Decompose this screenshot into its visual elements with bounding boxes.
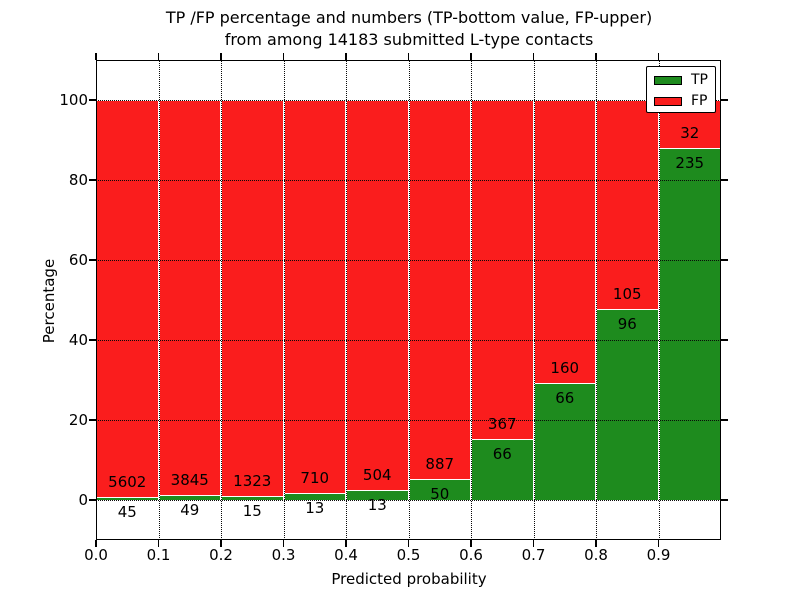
y-tick-left-60 <box>89 259 96 261</box>
x-tick-top-1 <box>157 53 160 60</box>
x-tick-label-0.0: 0.0 <box>84 546 108 564</box>
bar-label-tp-9: 235 <box>675 153 705 172</box>
bar-fp-2 <box>221 100 284 496</box>
legend-swatch-tp <box>654 76 682 85</box>
chart-title-line1: TP /FP percentage and numbers (TP-bottom… <box>165 8 653 27</box>
legend-label-tp: TP <box>691 72 708 88</box>
y-tick-label-0: 0 <box>78 491 88 509</box>
y-tick-right-40 <box>721 339 728 341</box>
bar-label-fp-6: 367 <box>487 415 517 434</box>
x-tick-label-0.1: 0.1 <box>146 546 171 564</box>
y-tick-right-0 <box>721 499 728 501</box>
x-tick-top-7 <box>532 53 535 60</box>
bar-label-tp-4: 13 <box>367 495 387 514</box>
bar-tp-7 <box>533 383 596 500</box>
x-tick-bottom-7 <box>532 540 535 547</box>
bar-label-fp-0: 5602 <box>108 472 147 491</box>
y-tick-left-0 <box>89 499 96 501</box>
x-axis-label: Predicted probability <box>331 570 487 588</box>
x-tick-label-0.2: 0.2 <box>209 546 233 564</box>
x-tick-label-0.4: 0.4 <box>334 546 358 564</box>
x-tick-top-4 <box>345 53 347 60</box>
bar-label-fp-2: 1323 <box>233 471 272 490</box>
bar-fp-1 <box>158 100 221 495</box>
bar-fp-3 <box>283 100 346 493</box>
bar-value-labels-layer: 5602 45 3845 49 1323 15 710 13 504 13 887 50 367 66 16… <box>96 60 721 540</box>
x-tick-label-0.6: 0.6 <box>459 546 483 564</box>
x-tick-bottom-6 <box>470 540 472 547</box>
chart-title-line2: from among 14183 submitted L-type contac… <box>224 30 594 49</box>
legend-row-fp: FP <box>647 91 715 111</box>
x-tick-top-0 <box>95 53 97 60</box>
bar-label-fp-7: 160 <box>550 359 580 378</box>
y-tick-label-100: 100 <box>59 91 88 109</box>
x-tick-bottom-1 <box>157 540 160 547</box>
bar-label-fp-4: 504 <box>362 465 392 484</box>
x-tick-bottom-0 <box>95 540 97 547</box>
x-tick-bottom-8 <box>595 540 597 547</box>
y-tick-label-20: 20 <box>68 411 88 429</box>
legend-row-tp: TP <box>647 70 715 90</box>
x-tick-label-0.7: 0.7 <box>521 546 546 564</box>
y-tick-left-40 <box>89 339 96 341</box>
bar-tp-6 <box>471 439 534 500</box>
x-tick-bottom-3 <box>282 540 285 547</box>
bar-label-fp-3: 710 <box>300 468 330 487</box>
x-tick-top-6 <box>470 53 472 60</box>
y-tick-label-40: 40 <box>68 331 88 349</box>
y-tick-right-80 <box>721 179 728 181</box>
bar-label-tp-6: 66 <box>492 445 512 464</box>
x-tick-bottom-2 <box>220 540 222 547</box>
y-tick-label-60: 60 <box>68 251 88 269</box>
y-tick-left-100 <box>89 99 96 101</box>
plot-area: 5602 45 3845 49 1323 15 710 13 504 13 887 50 367 66 16… <box>89 53 728 547</box>
bar-label-tp-0: 45 <box>117 502 137 521</box>
x-tick-top-9 <box>657 53 660 60</box>
bars-layer <box>96 60 721 540</box>
x-tick-label-0.3: 0.3 <box>271 546 296 564</box>
x-tick-label-0.5: 0.5 <box>396 546 421 564</box>
legend-swatch-fp <box>654 97 682 106</box>
x-tick-label-0.9: 0.9 <box>646 546 671 564</box>
bar-label-tp-7: 66 <box>555 389 575 408</box>
bar-label-tp-5: 50 <box>430 484 450 503</box>
y-tick-right-100 <box>721 99 728 101</box>
x-tick-top-8 <box>595 53 597 60</box>
x-tick-top-2 <box>220 53 222 60</box>
x-tick-label-0.8: 0.8 <box>584 546 608 564</box>
bar-label-tp-2: 15 <box>242 501 262 520</box>
bar-fp-0 <box>96 100 159 497</box>
bar-label-tp-1: 49 <box>180 500 200 519</box>
x-tick-bottom-5 <box>407 540 410 547</box>
y-axis-label: Percentage <box>40 258 58 344</box>
bar-label-fp-1: 3845 <box>170 470 209 489</box>
x-tick-bottom-9 <box>657 540 660 547</box>
y-tick-left-80 <box>89 179 96 181</box>
bar-fp-8 <box>596 100 659 309</box>
y-tick-left-20 <box>89 419 96 421</box>
y-tick-label-80: 80 <box>68 171 88 189</box>
legend-label-fp: FP <box>691 93 708 109</box>
bar-label-tp-3: 13 <box>305 498 325 517</box>
x-tick-bottom-4 <box>345 540 347 547</box>
y-tick-right-60 <box>721 259 728 261</box>
bar-label-fp-9: 32 <box>680 123 700 142</box>
bar-label-fp-5: 887 <box>425 454 455 473</box>
bar-label-tp-8: 96 <box>617 314 637 333</box>
bar-label-fp-8: 105 <box>612 284 642 303</box>
legend: TP FP <box>646 66 716 113</box>
x-tick-top-5 <box>407 53 410 60</box>
x-tick-top-3 <box>282 53 285 60</box>
y-tick-right-20 <box>721 419 728 421</box>
